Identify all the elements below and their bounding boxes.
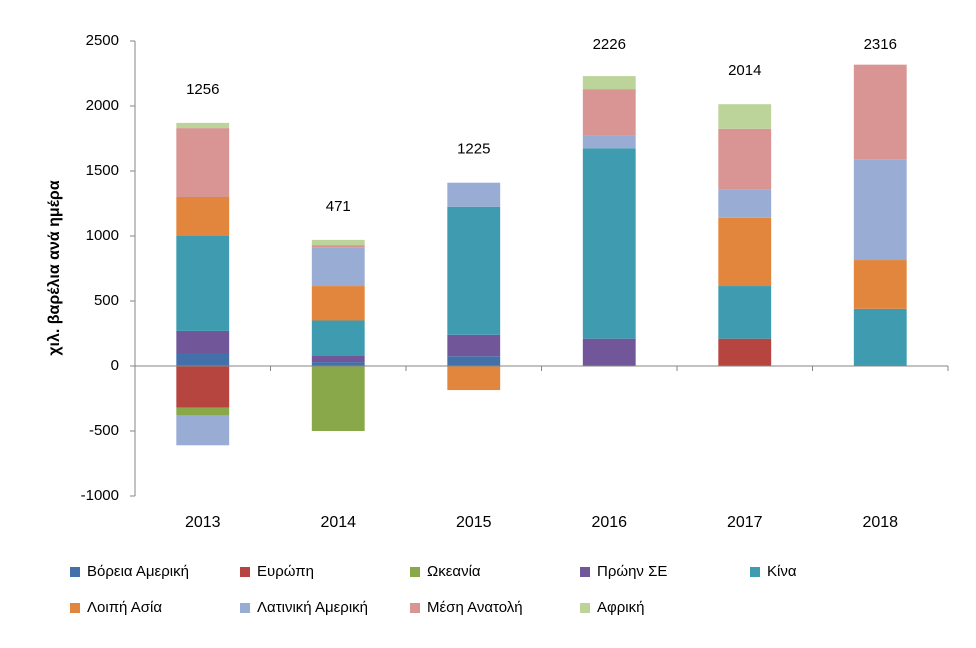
bar-segment xyxy=(311,239,365,246)
legend-label: Λοιπή Ασία xyxy=(87,599,162,616)
y-axis-label: χιλ. βαρέλια ανά ημέρα xyxy=(46,180,63,355)
bar-segment xyxy=(176,128,230,197)
bar-segment xyxy=(718,104,772,129)
bar-segment xyxy=(176,366,230,408)
y-tick-label: 2500 xyxy=(86,32,119,49)
bar-segment xyxy=(311,366,365,431)
x-tick-label: 2017 xyxy=(727,514,763,531)
total-label: 471 xyxy=(326,198,351,215)
x-tick-label: 2015 xyxy=(456,514,492,531)
x-tick-label: 2014 xyxy=(320,514,356,531)
bar-segment xyxy=(176,197,230,236)
legend-swatch xyxy=(240,603,250,613)
legend-swatch xyxy=(70,603,80,613)
bar-segment xyxy=(311,247,365,287)
bar-segment xyxy=(311,320,365,356)
total-label: 2316 xyxy=(864,36,897,53)
bar-segment xyxy=(853,159,907,261)
bar-segment xyxy=(311,355,365,363)
bar-segment xyxy=(176,353,230,366)
legend-label: Κίνα xyxy=(767,563,797,580)
legend-swatch xyxy=(70,567,80,577)
bar-segment xyxy=(582,338,636,366)
x-tick-label: 2016 xyxy=(591,514,627,531)
bar-segment xyxy=(582,148,636,339)
y-tick-label: 1000 xyxy=(86,227,119,244)
total-label: 2014 xyxy=(728,62,761,79)
x-tick-label: 2013 xyxy=(185,514,221,531)
bar-segment xyxy=(176,122,230,129)
y-tick-label: 0 xyxy=(111,357,119,374)
bar-segment xyxy=(718,128,772,190)
y-tick-label: -500 xyxy=(89,422,119,439)
legend-label: Μέση Ανατολή xyxy=(427,599,523,616)
bar-segment xyxy=(718,286,772,339)
bar-segment xyxy=(311,286,365,321)
total-label: 1225 xyxy=(457,141,490,158)
bar-segment xyxy=(718,189,772,218)
total-label: 1256 xyxy=(186,81,219,98)
total-label: 2226 xyxy=(593,36,626,53)
legend-label: Ευρώπη xyxy=(257,563,314,580)
legend-swatch xyxy=(580,567,590,577)
legend-swatch xyxy=(580,603,590,613)
bar-segment xyxy=(853,308,907,366)
bar-segment xyxy=(176,415,230,446)
bar-segment xyxy=(853,260,907,309)
bar-segment xyxy=(447,206,501,335)
legend-swatch xyxy=(410,603,420,613)
bar-segment xyxy=(582,89,636,136)
bar-segment xyxy=(176,330,230,353)
bar-segment xyxy=(582,76,636,90)
legend-swatch xyxy=(240,567,250,577)
y-tick-label: 2000 xyxy=(86,97,119,114)
y-tick-label: 1500 xyxy=(86,162,119,179)
legend-label: Ωκεανία xyxy=(427,563,481,580)
bar-segment xyxy=(718,338,772,366)
legend-label: Αφρική xyxy=(597,599,644,616)
legend-swatch xyxy=(750,567,760,577)
bar-segment xyxy=(311,362,365,366)
bar-segment xyxy=(447,182,501,207)
bar-segment xyxy=(176,407,230,416)
x-tick-label: 2018 xyxy=(862,514,898,531)
y-tick-label: 500 xyxy=(94,292,119,309)
bar-segment xyxy=(718,217,772,287)
bar-segment xyxy=(853,64,907,160)
bar-segment xyxy=(176,236,230,331)
legend-label: Πρώην ΣΕ xyxy=(597,563,667,580)
legend-label: Βόρεια Αμερική xyxy=(87,563,189,580)
legend-label: Λατινική Αμερική xyxy=(257,599,368,616)
bar-segment xyxy=(447,334,501,357)
bar-segment xyxy=(447,366,501,391)
bar-segment xyxy=(582,135,636,149)
bar-segment xyxy=(311,245,365,248)
bar-segment xyxy=(447,356,501,366)
legend-swatch xyxy=(410,567,420,577)
y-tick-label: -1000 xyxy=(81,487,119,504)
